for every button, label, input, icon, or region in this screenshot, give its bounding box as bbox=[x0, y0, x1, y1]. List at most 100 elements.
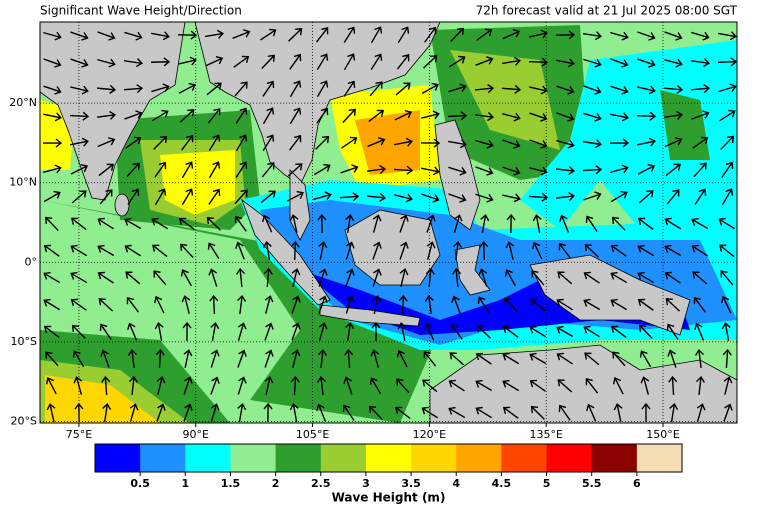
arrow bbox=[721, 161, 734, 178]
colorbar-label: 1.5 bbox=[221, 477, 241, 490]
arrow bbox=[694, 188, 707, 205]
arrow bbox=[529, 379, 546, 392]
arrow bbox=[423, 351, 437, 367]
arrow bbox=[343, 53, 356, 71]
arrow bbox=[180, 243, 194, 259]
colorbar-label: 4 bbox=[452, 477, 460, 490]
arrow bbox=[262, 107, 275, 125]
arrow bbox=[339, 192, 360, 202]
arrow bbox=[555, 30, 576, 40]
lon-label: 75°E bbox=[66, 428, 92, 441]
arrow bbox=[611, 216, 626, 231]
arrow bbox=[210, 403, 220, 422]
arrow bbox=[396, 54, 410, 70]
colorbar-swatch bbox=[456, 444, 502, 472]
arrow bbox=[530, 298, 546, 312]
arrow bbox=[97, 58, 116, 68]
arrow bbox=[313, 163, 331, 176]
arrow bbox=[664, 271, 681, 284]
lat-label: 10°S bbox=[11, 335, 37, 348]
arrow bbox=[264, 349, 274, 368]
arrow bbox=[529, 85, 548, 95]
arrow bbox=[502, 166, 521, 176]
colorbar-swatch bbox=[636, 444, 683, 472]
arrow bbox=[124, 31, 143, 41]
arrow bbox=[237, 349, 247, 368]
arrow bbox=[43, 85, 62, 95]
arrow bbox=[151, 217, 169, 230]
lon-label: 150°E bbox=[646, 428, 679, 441]
lon-label: 105°E bbox=[296, 428, 329, 441]
arrow bbox=[397, 26, 410, 44]
arrow bbox=[528, 192, 549, 202]
arrow bbox=[368, 405, 383, 420]
arrow bbox=[556, 352, 573, 365]
arrow bbox=[367, 137, 386, 148]
arrow bbox=[236, 267, 246, 288]
arrow bbox=[262, 241, 272, 260]
arrow bbox=[156, 376, 166, 395]
arrow bbox=[555, 165, 576, 176]
arrow bbox=[43, 325, 60, 338]
arrow bbox=[421, 166, 440, 176]
arrow bbox=[126, 296, 140, 313]
arrow bbox=[154, 161, 167, 178]
arrow bbox=[43, 244, 60, 257]
arrow bbox=[718, 31, 737, 41]
arrow bbox=[129, 403, 139, 422]
arrow bbox=[206, 82, 222, 96]
arrow bbox=[720, 270, 734, 286]
arrow bbox=[586, 403, 597, 422]
arrow bbox=[290, 375, 300, 396]
arrow bbox=[668, 375, 678, 396]
arrow bbox=[610, 244, 627, 257]
arrow bbox=[585, 378, 599, 394]
arrow bbox=[101, 375, 111, 396]
arrow bbox=[125, 136, 142, 149]
arrow bbox=[502, 406, 519, 419]
arrow bbox=[690, 84, 711, 94]
arrow bbox=[638, 190, 654, 204]
arrow bbox=[151, 31, 170, 41]
arrow bbox=[641, 402, 651, 423]
arrow bbox=[372, 268, 382, 287]
arrow bbox=[286, 190, 304, 202]
arrow bbox=[421, 82, 439, 95]
arrow bbox=[318, 241, 328, 260]
arrow bbox=[693, 162, 707, 178]
lon-label: 90°E bbox=[183, 428, 209, 441]
arrow bbox=[451, 295, 461, 314]
arrow bbox=[555, 191, 576, 201]
arrow bbox=[237, 294, 247, 315]
arrow bbox=[477, 296, 490, 313]
arrow bbox=[448, 83, 467, 93]
arrow bbox=[264, 295, 274, 314]
colorbar-swatch bbox=[230, 444, 277, 472]
arrow bbox=[502, 112, 521, 122]
arrow bbox=[316, 53, 329, 71]
lat-label: 10°N bbox=[9, 176, 37, 189]
arrow bbox=[208, 134, 221, 152]
arrow bbox=[43, 271, 61, 284]
colorbar-label: 0.5 bbox=[130, 477, 150, 490]
arrow bbox=[696, 403, 706, 422]
arrow bbox=[612, 376, 624, 395]
arrow bbox=[395, 82, 411, 96]
arrow bbox=[313, 191, 332, 201]
arrow bbox=[583, 112, 602, 122]
arrow bbox=[210, 349, 220, 368]
arrow bbox=[44, 216, 59, 231]
arrow bbox=[178, 217, 195, 230]
arrow bbox=[370, 349, 380, 368]
arrow bbox=[183, 349, 193, 368]
arrow bbox=[42, 138, 63, 148]
arrow bbox=[448, 166, 467, 176]
colorbar-swatch bbox=[501, 444, 548, 472]
arrow bbox=[664, 58, 683, 68]
arrow bbox=[583, 271, 600, 284]
arrow bbox=[420, 138, 441, 148]
arrow bbox=[345, 321, 355, 342]
arrow bbox=[234, 81, 248, 97]
arrow bbox=[372, 295, 382, 314]
arrow bbox=[182, 321, 192, 342]
